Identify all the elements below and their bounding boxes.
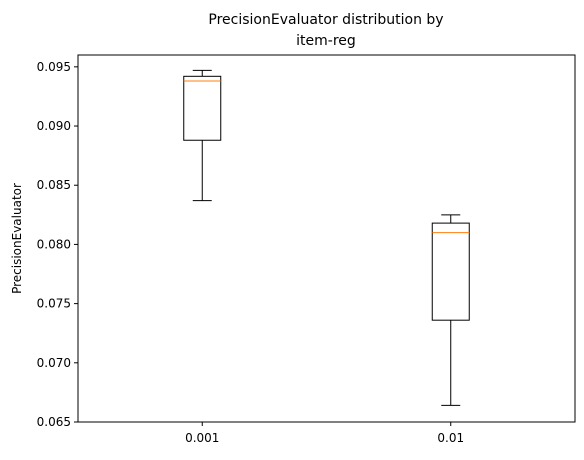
y-tick-label: 0.065 <box>37 415 71 429</box>
y-tick-label: 0.070 <box>37 356 71 370</box>
chart-title-line-1: PrecisionEvaluator distribution by <box>208 12 443 28</box>
box-iqr <box>431 222 470 321</box>
y-tick-label: 0.080 <box>37 237 71 251</box>
x-axis-ticks: 0.001 0.01 <box>185 422 464 445</box>
y-tick-label: 0.095 <box>37 60 71 74</box>
y-tick-label: 0.085 <box>37 178 71 192</box>
y-axis-label: PrecisionEvaluator <box>10 183 24 294</box>
box-1 <box>183 69 222 202</box>
box-iqr <box>183 75 222 141</box>
box-series <box>183 69 470 406</box>
plot-area-frame <box>77 54 576 423</box>
chart-title-line-2: item-reg <box>296 33 356 49</box>
x-tick-label: 0.001 <box>185 431 219 445</box>
y-tick-label: 0.075 <box>37 297 71 311</box>
x-tick-label: 0.01 <box>437 431 464 445</box>
y-axis-ticks: 0.065 0.070 0.075 0.080 0.085 0.090 0.095 <box>37 60 78 429</box>
y-tick-label: 0.090 <box>37 119 71 133</box>
box-2 <box>431 214 470 406</box>
